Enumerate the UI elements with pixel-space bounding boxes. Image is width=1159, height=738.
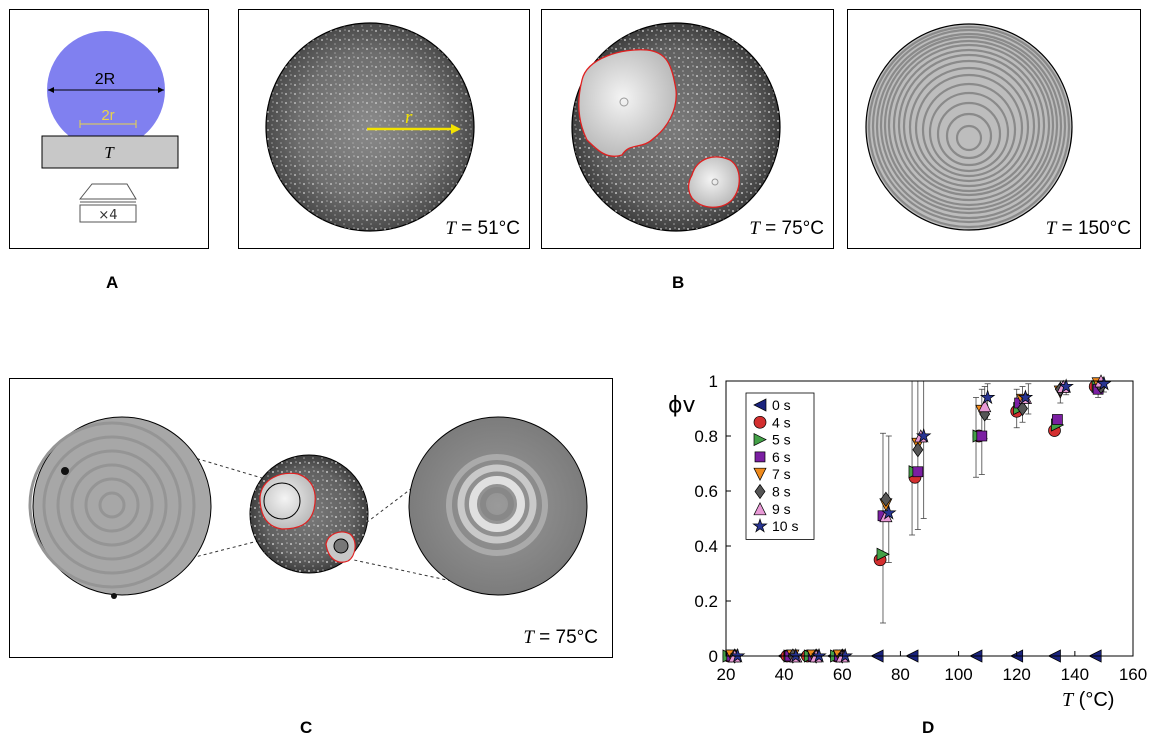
data-point-8s [880, 491, 892, 507]
data-point-10s [1096, 375, 1112, 391]
substrate-plate [41, 135, 179, 169]
data-point-10s [979, 389, 996, 405]
speckle-texture [266, 23, 474, 231]
y-tick-label: 0.8 [694, 427, 718, 446]
data-point-6s [912, 466, 924, 478]
panel-label-b: B [672, 273, 685, 292]
micrograph-51C-frame: r T = 51°C [238, 9, 530, 249]
legend-label: 5 s [772, 432, 791, 448]
diameter-arrowhead-right [158, 87, 164, 93]
x-tick-label: 40 [775, 665, 794, 684]
temperature-label-zoom: T = 75°C [523, 627, 598, 648]
substrate-T-label: T [104, 143, 115, 162]
diameter-arrowhead-left [48, 87, 54, 93]
y-tick-label: 0.2 [694, 592, 718, 611]
y-axis-label: ϕv [668, 393, 696, 418]
axis-ticks: 20 40 60 80 100 120 140 160 0 0.2 0.4 0.6 0.8 1 [694, 372, 1147, 684]
legend-label: 4 s [772, 414, 791, 430]
error-bars [879, 380, 1107, 624]
data-point-10s [1058, 378, 1074, 394]
objective-lens [78, 183, 137, 200]
temperature-label-51: T = 51°C [445, 218, 520, 239]
plot-frame [725, 380, 1134, 657]
chart-legend: 0 s4 s 5 s6 s7 s 8 s9 s10 s [745, 392, 815, 540]
zoom-right-rings [446, 454, 548, 556]
legend-marker [754, 483, 766, 500]
radius-arrowhead [451, 124, 461, 134]
micrograph-75C [571, 22, 781, 232]
x-tick-label: 20 [717, 665, 736, 684]
micrograph-51C: r [265, 22, 475, 232]
temperature-label-75: T = 75°C [749, 218, 824, 239]
center-spot-large [619, 97, 629, 107]
zoom-panel-frame: T = 75°C [9, 378, 613, 658]
data-point-10s [1017, 389, 1034, 405]
legend-marker [752, 517, 768, 533]
schematic-drawing: 2R 2r T ×4 [41, 31, 179, 223]
legend-marker [753, 467, 767, 481]
x-tick-label: 100 [944, 665, 972, 684]
legend-label: 8 s [772, 484, 791, 500]
x-tick-label: 160 [1119, 665, 1147, 684]
x-axis-label: T (°C) [1062, 689, 1114, 711]
legend-label: 6 s [772, 449, 791, 465]
micrograph-150C-frame: T = 150°C [847, 9, 1141, 249]
x-tick-label: 60 [833, 665, 852, 684]
legend-marker [753, 433, 767, 447]
interference-rings [867, 25, 1071, 229]
diameter-2R-label: 2R [95, 71, 115, 88]
x-tick-label: 120 [1003, 665, 1031, 684]
legend-marker [753, 398, 767, 412]
legend-marker [754, 451, 766, 463]
data-point-10s [788, 647, 804, 663]
legend-marker [753, 415, 767, 429]
y-tick-label: 0.4 [694, 537, 718, 556]
x-tick-label: 140 [1061, 665, 1089, 684]
data-point-8s [1017, 400, 1028, 417]
legend-label: 9 s [772, 501, 791, 517]
zoom-left-defect-1 [61, 467, 69, 475]
data-point-10s [837, 647, 853, 663]
radius-r-label: r [405, 107, 413, 128]
y-tick-label: 0.6 [694, 482, 718, 501]
objective-body [79, 204, 137, 223]
zoom-diagram [28, 416, 588, 599]
zoom-left-rings [28, 421, 196, 589]
panel-a-frame: 2R 2r T ×4 [9, 9, 209, 249]
micrograph-75C-frame: T = 75°C [541, 9, 834, 249]
data-point-10s [915, 427, 932, 443]
data-point-10s [811, 647, 827, 663]
y-tick-label: 1 [709, 372, 718, 391]
zoom-left-defect-2 [111, 593, 117, 599]
data-point-8s [912, 442, 924, 458]
zoom-selection-circle-left [263, 482, 301, 520]
center-spot-small [711, 178, 719, 186]
legend-label: 0 s [772, 397, 791, 413]
data-point-10s [881, 504, 897, 520]
zoom-center-region-large [259, 472, 316, 530]
zoom-right-circle [408, 416, 588, 596]
data-point-6s [1052, 414, 1063, 425]
legend-label: 7 s [772, 466, 791, 482]
data-point-9s [978, 398, 992, 413]
objective-magnification: ×4 [98, 208, 117, 223]
y-tick-label: 0 [709, 647, 718, 666]
panel-label-c: C [300, 718, 313, 737]
zoom-left-circle [32, 416, 212, 596]
contact-2r-label: 2r [101, 107, 114, 124]
legend-marker [753, 502, 767, 516]
panel-label-d: D [922, 718, 935, 737]
x-tick-label: 80 [891, 665, 910, 684]
data-point-10s [729, 647, 746, 663]
temperature-label-150: T = 150°C [1045, 218, 1131, 239]
panel-label-a: A [106, 273, 119, 292]
dewetted-region-small [687, 156, 740, 208]
legend-label: 10 s [772, 518, 798, 534]
zoom-selection-circle-right [333, 538, 349, 554]
data-point-5s [876, 547, 890, 561]
micrograph-150C [865, 23, 1073, 231]
data-point-6s [976, 430, 988, 442]
